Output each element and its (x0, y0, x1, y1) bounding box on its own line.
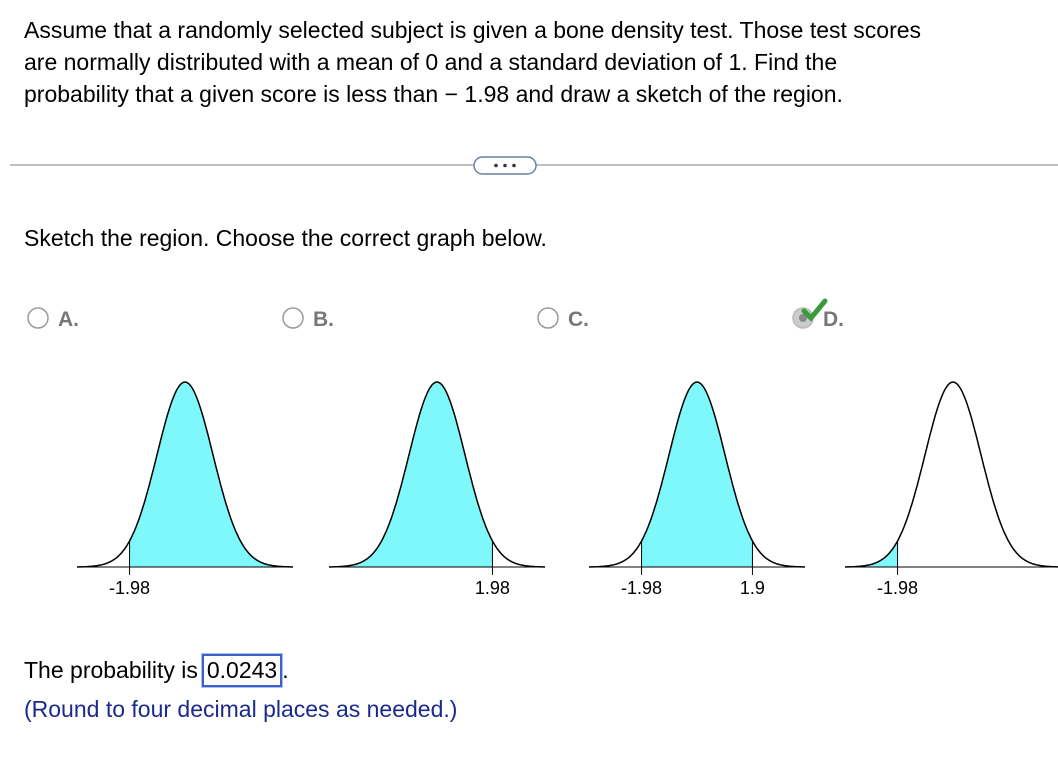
tick-label: -1.98 (621, 578, 662, 598)
answer-prefix: The probability is (24, 657, 198, 683)
shaded-region (855, 540, 898, 567)
normal-curve (328, 381, 546, 568)
normal-curve (844, 381, 1058, 568)
normal-curve (76, 381, 294, 568)
answer-note: (Round to four decimal places as needed.… (24, 696, 458, 722)
answer: The probability is 0.0243. (24, 654, 289, 687)
radio[interactable] (537, 307, 559, 329)
question: Assume that a randomly selected subject … (24, 14, 921, 110)
question-line: are normally distributed with a mean of … (24, 49, 838, 75)
option-label: B. (313, 308, 334, 331)
answer-suffix: . (282, 657, 289, 683)
option-label: A. (58, 308, 79, 331)
dot (503, 163, 507, 168)
tick-label: -1.98 (109, 578, 150, 598)
tick-label: 1.98 (475, 578, 510, 598)
option-label: C. (568, 308, 589, 331)
answer-box[interactable]: 0.0243 (201, 654, 283, 687)
tick-label: -1.98 (877, 578, 918, 598)
normal-curve (588, 381, 806, 568)
shaded-region (129, 382, 283, 567)
question-line: probability that a given score is less t… (24, 81, 843, 107)
shaded-region (641, 382, 753, 567)
shaded-region (339, 382, 493, 567)
radio[interactable] (282, 307, 304, 329)
radio[interactable] (27, 307, 49, 329)
prompt: Sketch the region. Choose the correct gr… (24, 225, 547, 251)
tick-label: 1.9 (740, 578, 765, 598)
check-mark (801, 298, 828, 322)
option-label: D. (823, 308, 844, 331)
dot (494, 163, 498, 168)
question-line: Assume that a randomly selected subject … (24, 17, 922, 43)
radio-dot (799, 314, 807, 322)
dot (512, 163, 516, 168)
